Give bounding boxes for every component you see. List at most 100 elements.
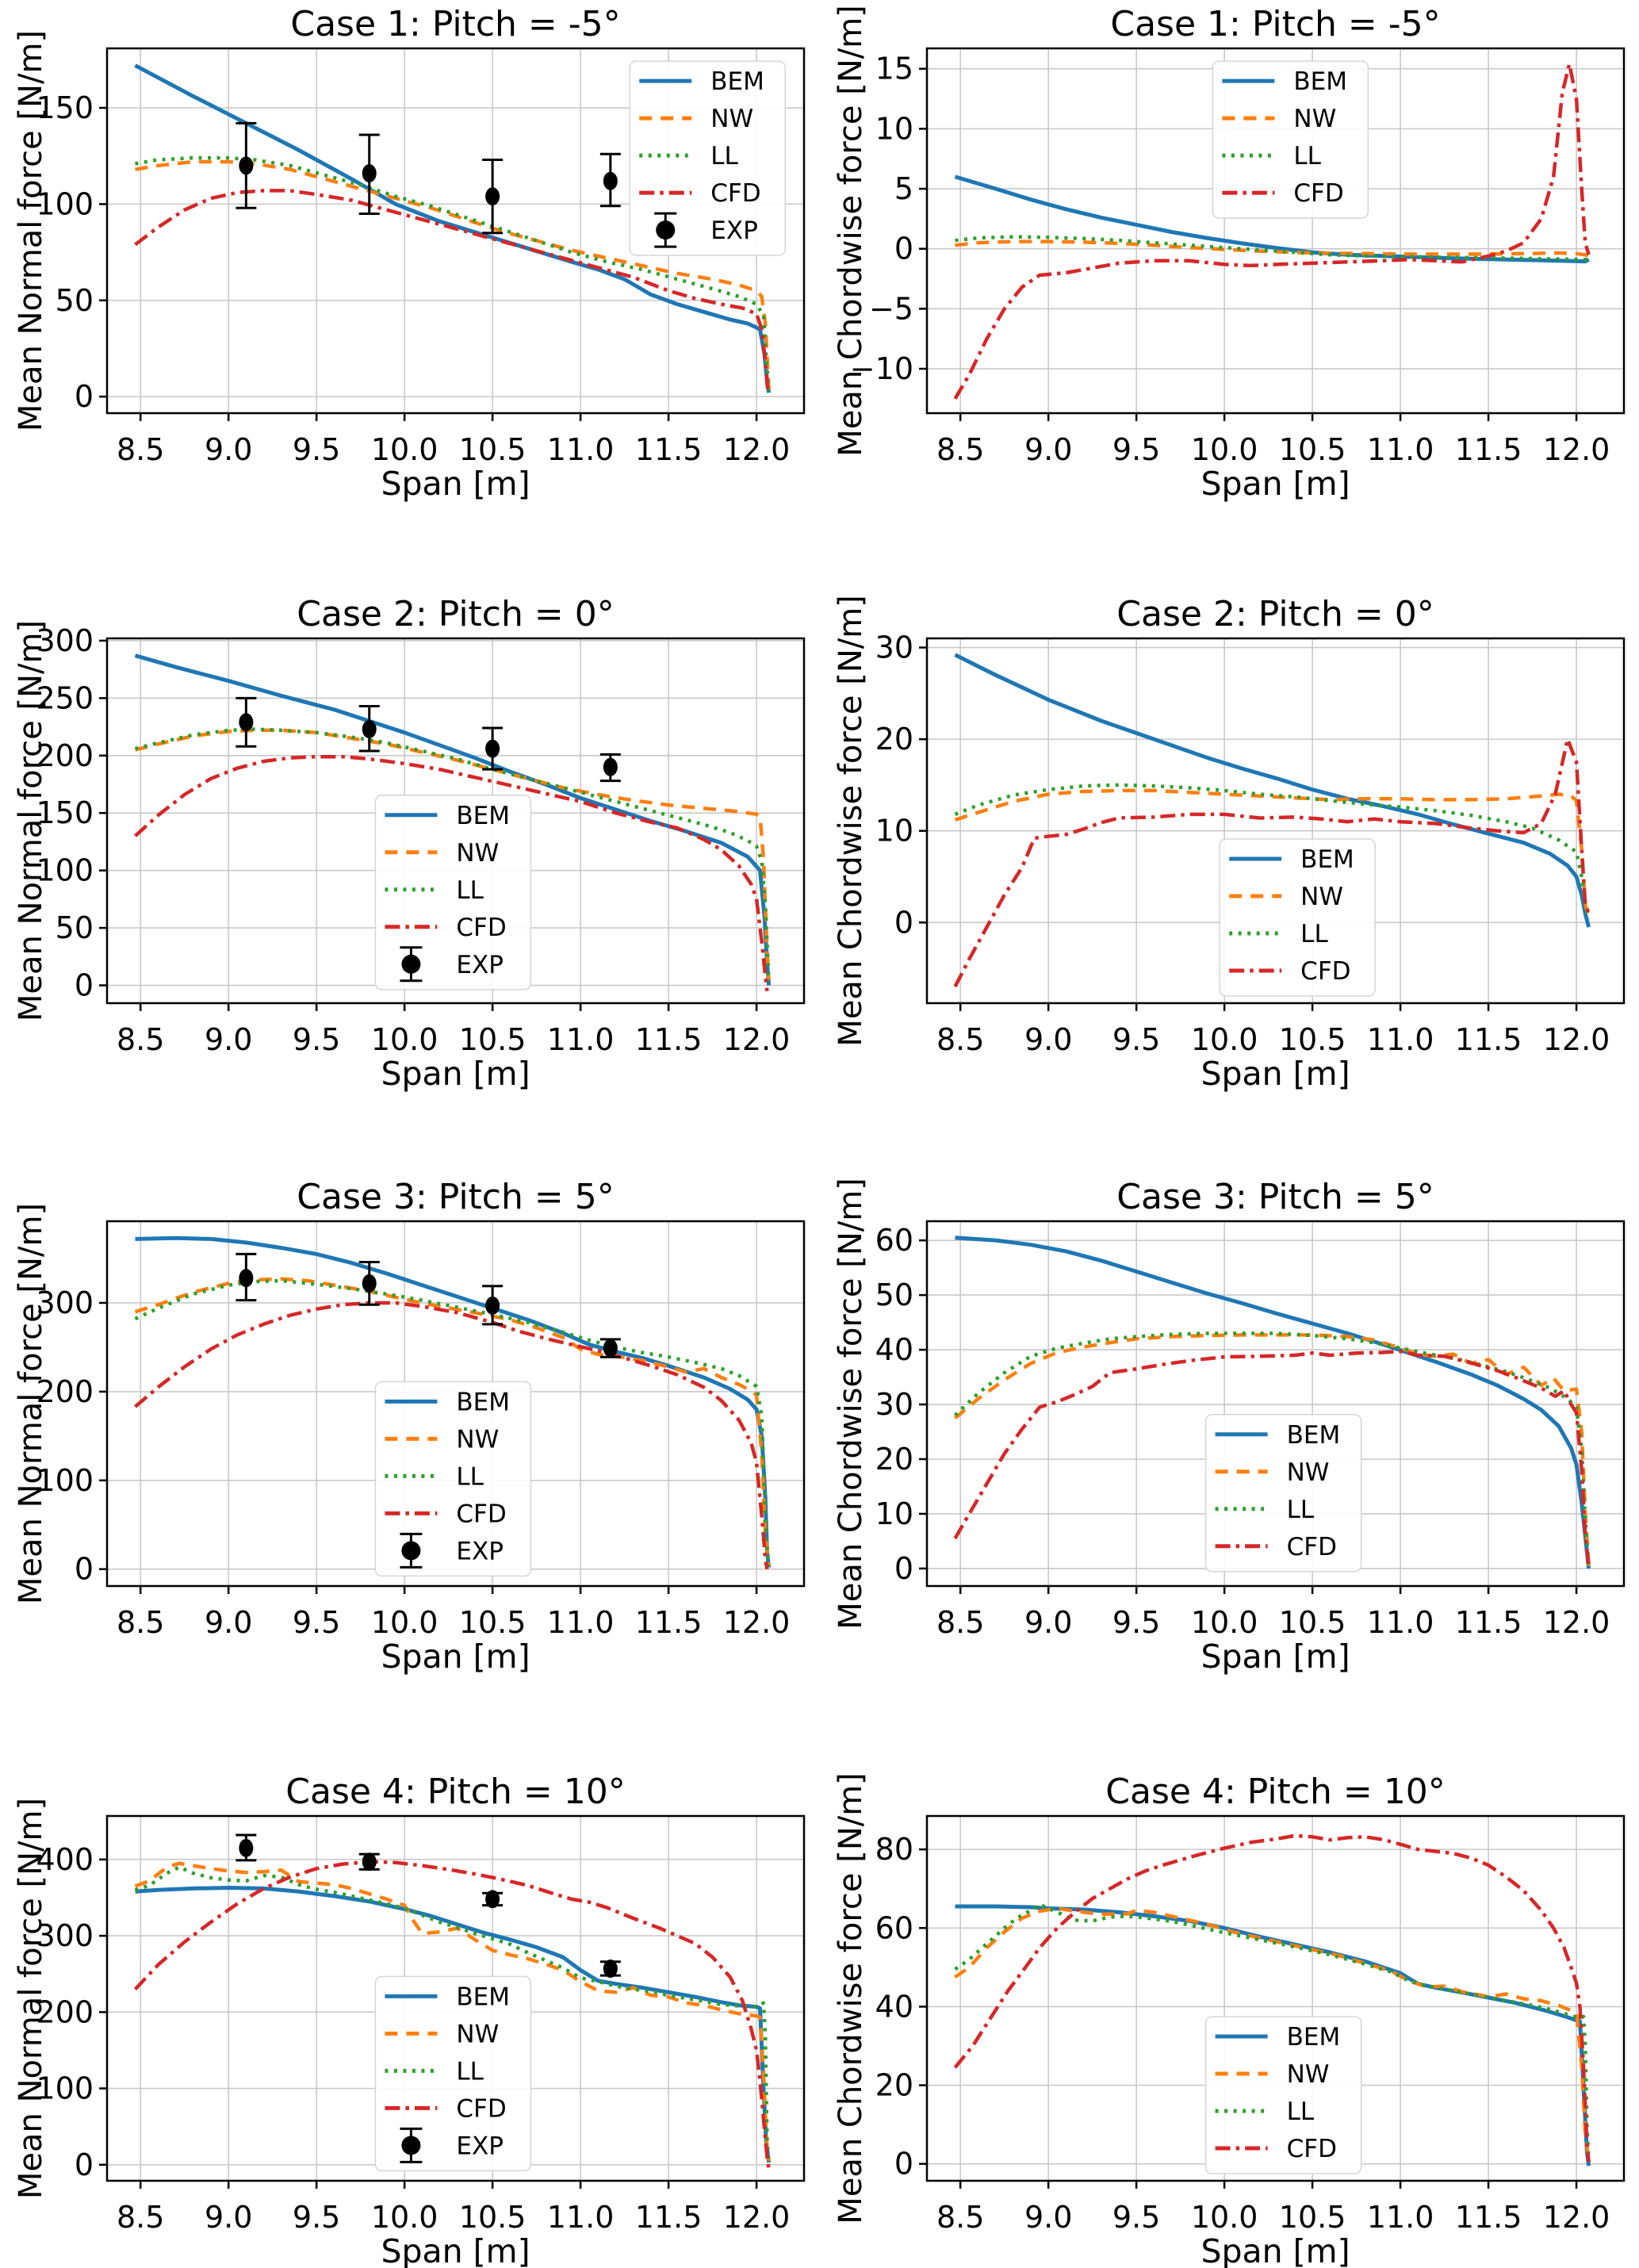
x-tick-label: 11.5 [635, 432, 703, 467]
legend-box [374, 1381, 532, 1577]
series-line-nw [134, 728, 771, 980]
legend: BEM NW LL CFD [1204, 2016, 1362, 2174]
x-axis-label: Span [m] [1201, 1638, 1350, 1676]
y-tick-label: 5 [894, 171, 913, 206]
y-tick-label: 0 [894, 905, 913, 940]
legend-label-bem: BEM [1293, 67, 1347, 96]
x-tick-label: 10.0 [1191, 1022, 1258, 1057]
y-tick-label: 150 [36, 90, 94, 125]
subplot-1-normal-force: 8.5 9.0 9.5 10.0 10.5 11.0 11.5 12.0 0 50 100 150 Ca… [13, 4, 806, 503]
x-tick-label: 9.5 [293, 2200, 340, 2235]
exp-data-point [482, 1285, 504, 1326]
x-tick-label: 10.0 [1191, 432, 1258, 467]
legend-entry-nw: NW [385, 2020, 499, 2048]
series-line-nw [954, 788, 1591, 919]
legend-entry-cfd: CFD [385, 1500, 507, 1528]
x-tick-label: 11.0 [1367, 2200, 1434, 2235]
x-tick-label: 8.5 [936, 2200, 984, 2235]
series-line-nw [954, 1333, 1591, 1566]
legend-label-nw: NW [1300, 883, 1343, 911]
series-line-nw [134, 1861, 771, 2162]
y-tick-label: 100 [36, 853, 94, 888]
legend: BEM NW LL CFD [1219, 838, 1376, 997]
x-tick-label: 11.5 [635, 1022, 703, 1057]
y-tick-label: 100 [36, 186, 94, 221]
legend-entry-bem: BEM [385, 1388, 510, 1416]
x-axis-label: Span [m] [1201, 2232, 1350, 2268]
x-tick-label: 9.0 [205, 1022, 252, 1057]
subplot-8-chordwise-force: 8.5 9.0 9.5 10.0 10.5 11.0 11.5 12.0 0 20 40 60 80 Ca… [833, 1772, 1626, 2268]
axes-frame [105, 1220, 806, 1588]
series-line-bem [134, 63, 772, 393]
series-group [953, 653, 1591, 988]
legend-label-cfd: CFD [1287, 1533, 1337, 1561]
legend-label-ll: LL [1300, 920, 1328, 948]
legend-entry-bem: BEM [1229, 845, 1354, 874]
x-tick-label: 10.5 [1279, 1022, 1346, 1057]
y-tick-label: 50 [56, 910, 94, 945]
legend-box [1219, 838, 1376, 997]
series-group [953, 1236, 1591, 1569]
x-tick-label: 9.5 [1112, 2200, 1160, 2235]
x-axis-label: Span [m] [381, 465, 530, 503]
legend-entry-ll: LL [385, 876, 484, 905]
x-axis-label: Span [m] [1201, 1055, 1350, 1093]
subplot-4-chordwise-force: 8.5 9.0 9.5 10.0 10.5 11.0 11.5 12.0 0 10 20 30 Case… [833, 594, 1626, 1093]
legend: BEM NW LL CFD EXP [374, 1975, 532, 2172]
x-tick-label: 10.0 [371, 2200, 438, 2235]
x-tick-label: 11.0 [547, 1022, 615, 1057]
legend-label-bem: BEM [710, 67, 764, 96]
exp-data-point [236, 121, 257, 209]
legend-label-bem: BEM [456, 1983, 510, 2011]
series-line-ll [954, 783, 1591, 919]
x-tick-label: 9.0 [1024, 432, 1072, 467]
x-tick-label: 12.0 [1543, 2200, 1610, 2235]
legend-entry-nw: NW [1215, 1458, 1330, 1487]
x-tick-label: 9.0 [205, 432, 252, 467]
x-tick-label: 11.0 [547, 432, 615, 467]
legend-label-nw: NW [1293, 105, 1336, 133]
y-tick-label: 0 [75, 2147, 94, 2182]
plot-title: Case 4: Pitch = 10° [1105, 1772, 1445, 1812]
exp-data-point [358, 133, 380, 216]
legend-label-nw: NW [456, 1425, 499, 1454]
y-tick-label: 300 [36, 1285, 94, 1320]
legend-box [629, 60, 786, 256]
x-tick-label: 9.0 [1024, 1022, 1072, 1057]
legend-label-ll: LL [456, 1462, 484, 1491]
legend-label-bem: BEM [456, 802, 510, 830]
y-axis-label: Mean Normal force [N/m] [13, 1798, 49, 2199]
y-tick-label: −10 [850, 351, 913, 386]
legend-entry-cfd: CFD [639, 179, 761, 208]
axes-frame [105, 637, 806, 1005]
y-axis-label: Mean Chordwise force [N/m] [833, 5, 869, 457]
subplot-6-chordwise-force: 8.5 9.0 9.5 10.0 10.5 11.0 11.5 12.0 0 10 20 30 40 50… [833, 1177, 1626, 1676]
legend-label-nw: NW [1287, 1458, 1330, 1487]
plot-title: Case 1: Pitch = -5° [1110, 4, 1440, 44]
legend-entry-ll: LL [1215, 2098, 1315, 2126]
x-tick-label: 11.5 [1455, 1022, 1522, 1057]
x-tick-label: 12.0 [723, 432, 791, 467]
series-line-nw [134, 1277, 771, 1565]
x-tick-label: 8.5 [936, 1022, 984, 1057]
x-tick-label: 12.0 [1543, 432, 1610, 467]
series-line-bem [135, 1886, 772, 2163]
legend-entry-nw: NW [1229, 883, 1343, 911]
legend-box [374, 795, 532, 990]
legend-label-nw: NW [456, 839, 499, 868]
y-tick-label: 400 [36, 1842, 94, 1877]
legend-label-bem: BEM [1287, 2023, 1341, 2052]
x-tick-label: 9.0 [205, 1605, 252, 1640]
y-tick-label: 300 [36, 1918, 94, 1953]
legend-label-nw: NW [456, 2020, 499, 2048]
x-tick-label: 9.0 [205, 2200, 252, 2235]
x-tick-label: 8.5 [117, 2200, 164, 2235]
x-tick-label: 11.5 [635, 2200, 703, 2235]
plot-title: Case 2: Pitch = 0° [297, 594, 614, 634]
y-tick-label: 50 [56, 283, 94, 318]
x-axis-label: Span [m] [381, 1055, 530, 1093]
y-tick-label: 200 [36, 738, 94, 773]
x-tick-label: 8.5 [117, 432, 164, 467]
